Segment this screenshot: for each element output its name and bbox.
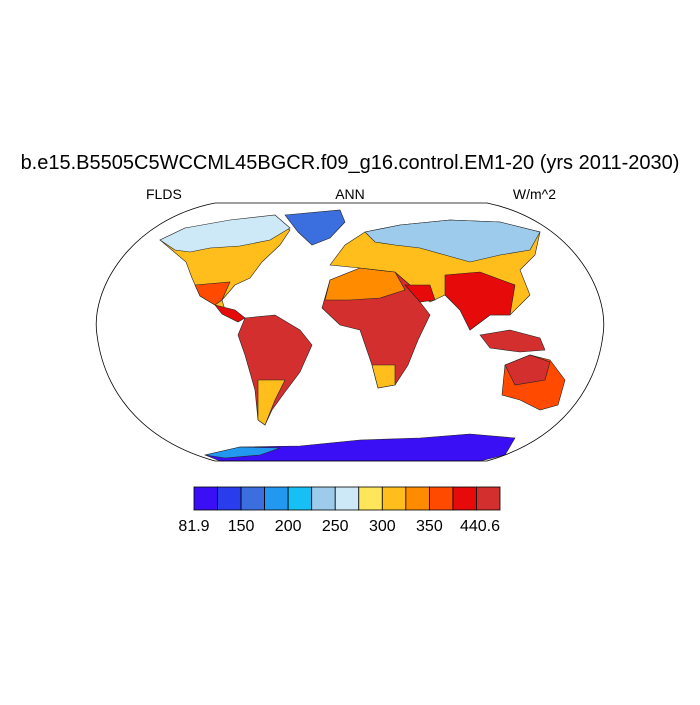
colorbar-box (287, 486, 313, 511)
colorbar-label: 440.6 (460, 518, 500, 535)
title: b.e15.B5505C5WCCML45BGCR.f09_g16.control… (21, 152, 680, 174)
colorbar-label: 81.9 (178, 518, 209, 535)
colorbar-box (193, 486, 218, 511)
south-america-south (257, 379, 286, 426)
center-string: ANN (335, 186, 365, 202)
central-america (214, 304, 246, 323)
colorbar-box (405, 486, 430, 511)
south-asia (444, 271, 516, 331)
colorbar-box (217, 486, 242, 511)
right-string: W/m^2 (513, 186, 556, 202)
colorbar-box (428, 486, 454, 511)
greenland (284, 209, 346, 246)
canada (159, 214, 291, 253)
colorbar-box (476, 486, 501, 511)
colorbar: 81.9 150 200 250 300 350 440.6 (178, 486, 501, 535)
map (159, 209, 566, 462)
siberia (364, 219, 541, 263)
colorbar-box (381, 486, 407, 511)
colorbar-label: 250 (322, 518, 349, 535)
indonesia (479, 329, 546, 353)
colorbar-box (358, 486, 383, 511)
colorbar-label: 300 (369, 518, 396, 535)
colorbar-label: 200 (275, 518, 302, 535)
colorbar-box (334, 486, 360, 511)
colorbar-label: 350 (416, 518, 443, 535)
australia-north (504, 354, 551, 386)
arabia (404, 284, 436, 303)
mexico-us-south (194, 281, 231, 306)
map-border (95, 202, 605, 462)
colorbar-box (264, 486, 289, 511)
colorbar-box (452, 486, 477, 511)
colorbar-box (240, 486, 266, 511)
south-africa (371, 364, 396, 389)
left-string: FLDS (146, 186, 182, 202)
colorbar-label: 150 (228, 518, 255, 535)
colorbar-box (311, 486, 336, 511)
antarctic-peninsula (204, 446, 281, 459)
south-america (237, 314, 313, 426)
